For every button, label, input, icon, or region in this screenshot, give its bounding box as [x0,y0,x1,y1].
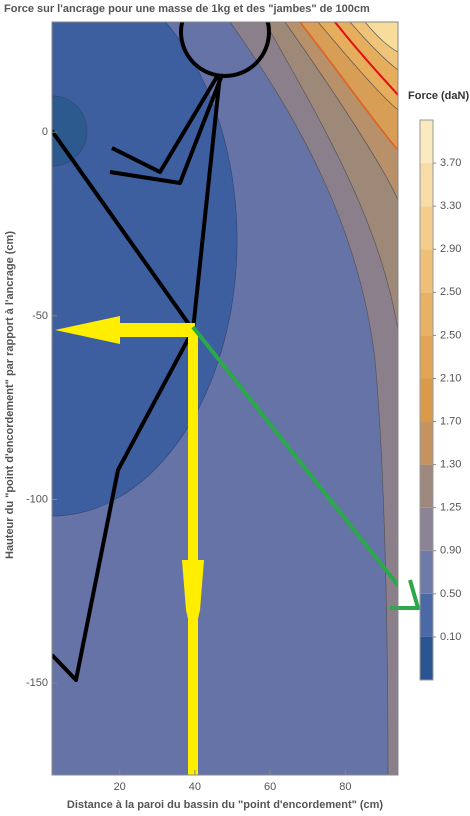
x-tick-label: 80 [339,781,351,793]
colorbar-band [420,292,433,336]
x-tick-label: 40 [189,781,201,793]
colorbar-tick-label: 2.50 [440,286,461,298]
leg [52,129,195,332]
colorbar-tick-label: 1.25 [440,502,461,514]
arrow-shaft [115,323,195,337]
x-axis-label: Distance à la paroi du bassin du "point … [67,799,384,811]
colorbar-tick-label: 3.70 [440,157,461,169]
arm [109,74,224,185]
force-arrows [55,316,204,775]
colorbar-band [420,593,433,637]
colorbar-band [420,163,433,207]
arrow-head [55,316,120,344]
arrow-shaft [188,330,198,775]
leg [52,329,195,682]
colorbar-tick-label: 1.70 [440,415,461,427]
colorbar-band [420,249,433,293]
contour-region [364,22,398,53]
colorbar-tick-label: 0.10 [440,631,461,643]
colorbar-frame [419,119,434,681]
colorbar-tick-label: 2.10 [440,372,461,384]
colorbar-tick-label: 1.30 [440,459,461,471]
head [179,22,271,78]
y-tick-label: -50 [32,310,48,322]
colorbar-band [420,120,433,164]
contour-region [52,95,88,167]
y-tick-label: -150 [26,677,48,689]
colorbar-tick-label: 0.90 [440,545,461,557]
colorbar-tick-label: 0.50 [440,588,461,600]
colorbar-tick-label: 3.30 [440,200,461,212]
contour-line [334,22,398,96]
colorbar-tick-label: 2.50 [440,329,461,341]
colorbar-band [420,550,433,594]
arrow-head [182,560,204,640]
colorbar-band [420,335,433,379]
colorbar-band [420,421,433,465]
arm [111,73,220,174]
colorbar-band [420,378,433,422]
colorbar-tick-label: 2.90 [440,243,461,255]
x-tick-label: 60 [264,781,276,793]
stick-figure [52,22,271,682]
contour-field [52,22,398,775]
y-tick-label: -100 [26,493,48,505]
colorbar-band [420,507,433,551]
colorbar-title: Force (daN) [408,90,469,102]
colorbar-band [420,464,433,508]
y-tick-label: 0 [42,126,48,138]
colorbar-band [420,636,433,680]
y-axis-label: Hauteur du "point d'encordement" par rap… [4,231,16,559]
plot-frame [51,21,399,776]
tension-arrow-head [390,579,421,610]
body [191,74,222,331]
tension-arrow [191,325,398,589]
chart-title: Force sur l'ancrage pour une masse de 1k… [4,3,370,15]
x-tick-label: 20 [114,781,126,793]
colorbar-band [420,206,433,250]
contour-region [229,22,398,775]
